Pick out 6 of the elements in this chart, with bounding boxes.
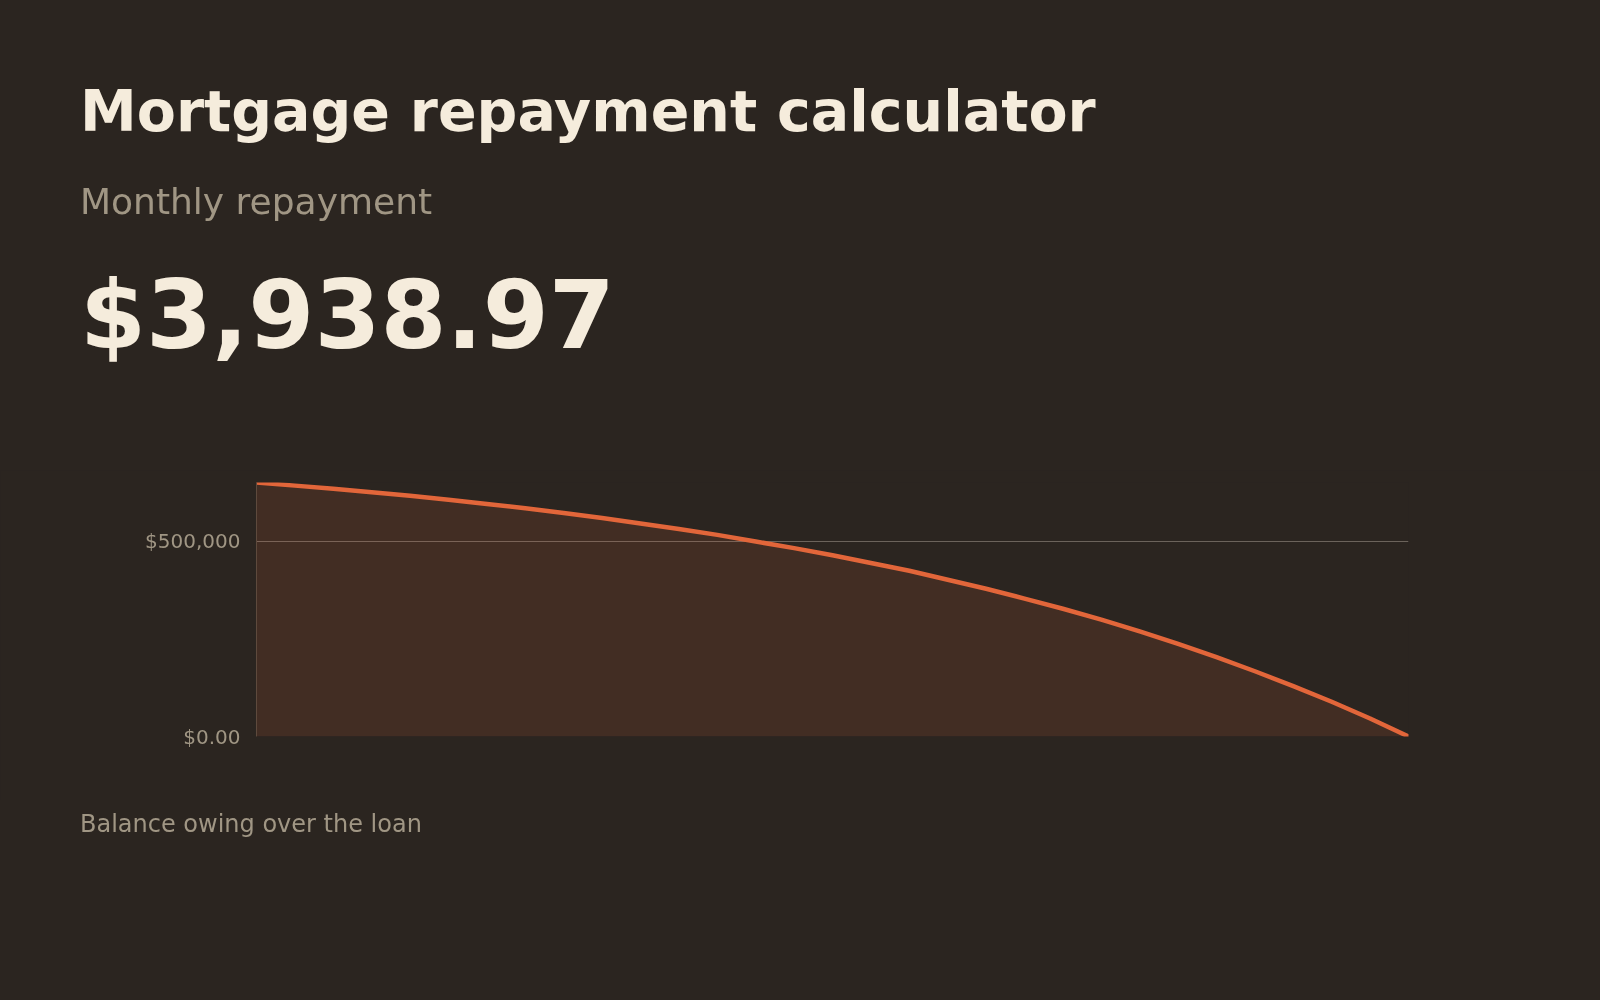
text: $3,938.97 xyxy=(80,259,615,370)
y-tick-label: $0.00 xyxy=(183,724,241,749)
chart-subtitle: Monthly repayment xyxy=(80,180,433,222)
text: Balance owing over the loan xyxy=(80,809,422,838)
y-tick-label: $500,000 xyxy=(145,529,241,554)
chart-title: Mortgage repayment calculator xyxy=(80,77,1096,144)
